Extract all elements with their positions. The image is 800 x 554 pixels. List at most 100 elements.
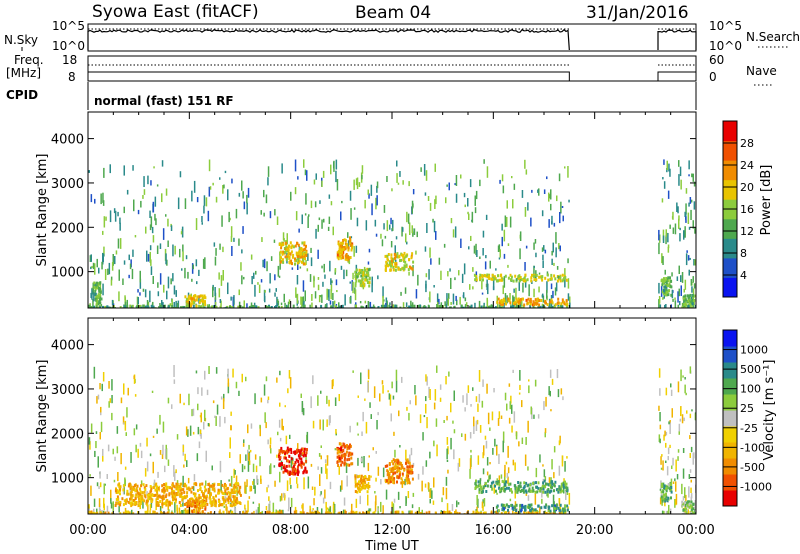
- echo-cell: [189, 304, 192, 308]
- echo-cell: [252, 463, 255, 473]
- echo-cell: [559, 488, 562, 492]
- echo-cell: [353, 511, 356, 514]
- echo-cell: [151, 493, 154, 497]
- echo-cell: [511, 404, 513, 414]
- echo-cell: [379, 393, 381, 402]
- echo-cell: [234, 505, 236, 512]
- echo-cell: [174, 471, 176, 481]
- freq-panel-frame: [87, 55, 697, 82]
- echo-cell: [276, 454, 278, 458]
- echo-cell: [340, 256, 343, 260]
- echo-cell: [173, 465, 175, 477]
- echo-cell: [551, 306, 554, 308]
- echo-cell: [395, 369, 398, 381]
- echo-cell: [254, 284, 256, 297]
- echo-cell: [243, 512, 246, 514]
- echo-cell: [356, 217, 359, 227]
- echo-cell: [88, 437, 91, 445]
- echo-cell: [555, 488, 558, 492]
- echo-cell: [501, 508, 504, 512]
- echo-cell: [493, 484, 495, 494]
- echo-cell: [341, 450, 344, 454]
- echo-cell: [144, 510, 147, 514]
- echo-cell: [664, 279, 667, 283]
- echo-cell: [383, 205, 386, 213]
- echo-cell: [174, 245, 176, 255]
- echo-cell: [307, 253, 309, 261]
- echo-cell: [212, 305, 215, 308]
- echo-cell: [219, 416, 221, 427]
- echo-cell: [171, 305, 174, 308]
- echo-cell: [165, 214, 167, 217]
- echo-cell: [294, 187, 297, 195]
- colorbar-swatch: [723, 394, 737, 411]
- echo-cell: [146, 503, 149, 507]
- echo-cell: [509, 401, 511, 410]
- echo-cell: [182, 475, 184, 488]
- echo-cell: [691, 505, 693, 509]
- echo-cell: [281, 163, 283, 174]
- echo-cell: [132, 165, 134, 171]
- echo-cell: [110, 498, 112, 504]
- echo-cell: [567, 166, 569, 178]
- echo-cell: [114, 489, 117, 493]
- echo-cell: [137, 209, 140, 215]
- colorbar-tick-label: 500: [740, 363, 761, 376]
- echo-cell: [102, 283, 104, 296]
- echo-cell: [334, 268, 337, 273]
- echo-cell: [356, 275, 359, 279]
- echo-cell: [555, 503, 558, 507]
- echo-cell: [551, 221, 553, 225]
- echo-cell: [533, 265, 535, 278]
- echo-cell: [269, 211, 272, 219]
- echo-cell: [104, 511, 107, 514]
- echo-cell: [448, 182, 450, 191]
- echo-cell: [167, 276, 170, 289]
- colorbar-tick-label: 16: [740, 203, 754, 216]
- echo-cell: [396, 461, 399, 465]
- echo-cell: [172, 512, 175, 514]
- echo-cell: [221, 503, 224, 507]
- echo-cell: [324, 274, 326, 279]
- echo-cell: [278, 305, 280, 308]
- echo-cell: [131, 499, 133, 505]
- echo-cell: [680, 179, 682, 190]
- echo-cell: [162, 302, 164, 308]
- echo-cell: [204, 257, 206, 269]
- echo-cell: [286, 480, 289, 491]
- echo-cell: [345, 450, 348, 454]
- echo-cell: [411, 225, 413, 234]
- echo-cell: [429, 202, 432, 211]
- echo-cell: [226, 506, 228, 514]
- echo-cell: [499, 274, 502, 278]
- echo-cell: [102, 372, 105, 382]
- echo-cell: [388, 262, 391, 266]
- echo-cell: [518, 301, 521, 305]
- colorbar-tick-label: 1000: [740, 344, 768, 357]
- echo-cell: [327, 510, 329, 514]
- echo-cell: [118, 500, 121, 504]
- echo-cell: [534, 508, 537, 512]
- echo-cell: [166, 485, 169, 489]
- echo-cell: [540, 299, 543, 302]
- echo-cell: [209, 511, 212, 514]
- echo-cell: [170, 225, 173, 231]
- echo-cell: [219, 177, 221, 180]
- echo-cell: [405, 459, 408, 463]
- echo-cell: [156, 489, 158, 493]
- colorbar-swatch: [723, 490, 737, 507]
- colorbar-tick-label: -1000: [740, 480, 772, 493]
- echo-cell: [350, 456, 353, 460]
- echo-cell: [515, 431, 518, 440]
- echo-cell: [176, 302, 179, 308]
- echo-cell: [558, 277, 560, 281]
- echo-cell: [181, 510, 183, 514]
- echo-cell: [402, 302, 405, 308]
- echo-cell: [564, 504, 566, 514]
- echo-cell: [436, 444, 438, 457]
- echo-cell: [500, 301, 503, 305]
- echo-cell: [530, 276, 533, 280]
- echo-cell: [393, 252, 396, 256]
- echo-cell: [108, 381, 110, 389]
- echo-cell: [188, 393, 190, 406]
